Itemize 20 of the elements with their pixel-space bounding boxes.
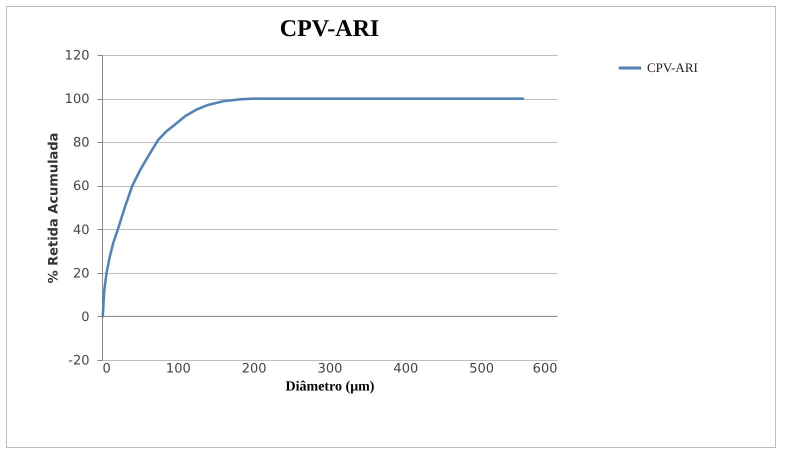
line-series: [102, 97, 524, 318]
y-tick-label: -20: [68, 354, 90, 368]
x-tick-label: 300: [318, 362, 342, 376]
y-tick-label: 80: [72, 136, 90, 151]
y-tick-label: 120: [64, 48, 90, 64]
y-tick-label: 20: [72, 266, 90, 282]
chart-title: CPV-ARI: [280, 16, 380, 42]
x-tick-label: 200: [242, 362, 267, 376]
x-axis-title: Diâmetro (μm): [286, 380, 375, 394]
x-tick-label: 600: [532, 362, 558, 376]
x-tick-label: 500: [469, 362, 494, 376]
y-tick-label: 40: [72, 222, 90, 238]
y-tick-label: 100: [64, 92, 90, 108]
x-tick-label: 0: [102, 362, 111, 376]
y-axis-title: % Retida Acumulada: [46, 132, 62, 284]
x-tick-label: 400: [393, 362, 418, 376]
y-tick-label: 60: [72, 179, 90, 194]
legend-label: CPV-ARI: [647, 60, 698, 75]
x-tick-label: 100: [166, 362, 191, 376]
y-tick-label: 0: [81, 310, 90, 325]
